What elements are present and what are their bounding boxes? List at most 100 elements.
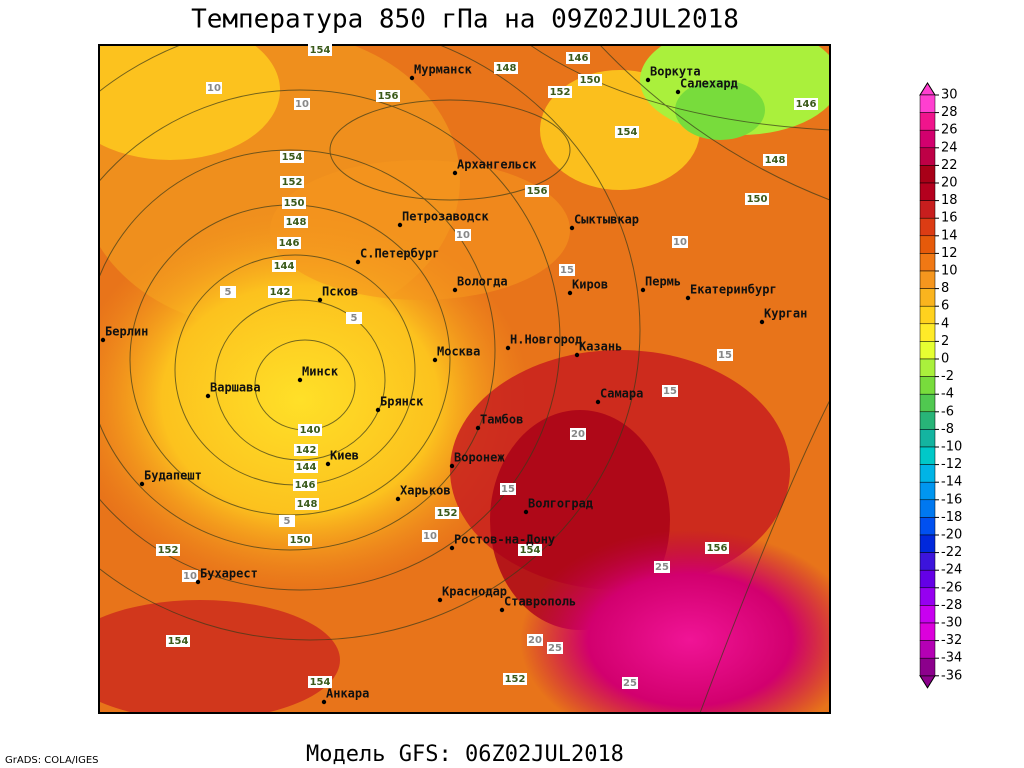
footer: Модель GFS: 06Z02JUL2018	[306, 742, 624, 767]
colorbar-label: 8	[941, 281, 949, 296]
city-label: Самара	[600, 387, 643, 401]
colorbar-label: -8	[941, 422, 954, 437]
contour-label-box	[494, 62, 518, 74]
city-label: Москва	[437, 345, 480, 359]
city-label: Мурманск	[414, 63, 473, 77]
colorbar-label: 22	[941, 158, 958, 173]
contour-label-box	[547, 642, 563, 654]
city-label: Ставрополь	[504, 595, 576, 609]
city-label: Минск	[302, 365, 339, 379]
contour-label-box	[308, 676, 332, 688]
city-dot	[675, 89, 681, 95]
colorbar-swatch	[919, 411, 936, 430]
colorbar-label: 6	[941, 299, 949, 314]
contour-label: 152	[550, 87, 571, 98]
city-dot	[475, 425, 481, 431]
colorbar-label: 16	[941, 211, 958, 226]
city-dot	[452, 287, 458, 293]
colorbar-label: -36	[941, 668, 962, 683]
colorbar-swatch	[919, 517, 936, 536]
contour-label: 156	[707, 543, 728, 554]
contour-label-box	[220, 286, 236, 298]
contour-label: 15	[501, 484, 515, 495]
contour-label-box	[578, 74, 602, 86]
contour-label: 154	[168, 636, 189, 647]
colorbar-swatch	[919, 587, 936, 606]
contour-label-box	[308, 44, 332, 56]
colorbar-label: -30	[941, 616, 962, 631]
colorbar-label: -24	[941, 563, 962, 578]
contour-label-box	[280, 151, 304, 163]
contour-label-box	[745, 193, 769, 205]
contour-label-box	[166, 635, 190, 647]
colorbar-label: -20	[941, 528, 962, 543]
colorbar-label: 0	[941, 352, 949, 367]
contour-label: 10	[673, 237, 687, 248]
city-label: Пермь	[645, 275, 681, 289]
contour-label: 5	[284, 516, 291, 527]
contour-label-box	[422, 530, 438, 542]
colorbar-label: 12	[941, 246, 958, 261]
colorbar-swatch	[919, 323, 936, 342]
contour-label-box	[346, 312, 362, 324]
city-label: Воронеж	[454, 451, 505, 465]
city-label: Архангельск	[457, 158, 537, 172]
city-label: Салехард	[680, 77, 738, 91]
contour-label-box	[622, 677, 638, 689]
city-dot	[325, 461, 331, 467]
contour-label-box	[435, 507, 459, 519]
city-dot	[452, 170, 458, 176]
colorbar-label: -28	[941, 598, 962, 613]
colorbar-swatch	[919, 112, 936, 131]
colorbar-swatch	[919, 534, 936, 553]
colorbar-label: 18	[941, 193, 958, 208]
city-label: Анкара	[326, 687, 369, 701]
contour-label-box	[294, 444, 318, 456]
city-label: Н.Новгород	[510, 333, 582, 347]
city-label: Харьков	[400, 484, 451, 498]
colorbar-swatch	[919, 200, 936, 219]
contour-label: 152	[158, 545, 179, 556]
contour-label-box	[272, 260, 296, 272]
city-dot	[355, 259, 361, 265]
city-label: Петрозаводск	[402, 210, 489, 224]
colorbar-swatch	[919, 569, 936, 589]
city-label: Ростов-на-Дону	[454, 533, 555, 547]
contour-label: 25	[548, 643, 562, 654]
colorbar-swatch	[919, 657, 936, 677]
contour-label-box	[293, 479, 317, 491]
map	[99, 45, 830, 713]
city-dot	[499, 607, 505, 613]
colorbar-swatch	[919, 305, 936, 325]
contour-label-box	[548, 86, 572, 98]
contour-label: 146	[796, 99, 817, 110]
contour-label: 146	[295, 480, 316, 491]
colorbar-swatch	[919, 341, 936, 360]
contour-label-box	[206, 82, 222, 94]
contour-label-box	[156, 544, 180, 556]
contour-label: 152	[282, 177, 303, 188]
city-label: Киев	[330, 449, 359, 463]
contour-label-box	[570, 428, 586, 440]
contour-label-box	[527, 634, 543, 646]
colorbar-swatch	[919, 147, 936, 166]
contour-label: 150	[290, 535, 311, 546]
contour-label: 140	[300, 425, 321, 436]
contour-label: 150	[580, 75, 601, 86]
colorbar-label: 14	[941, 228, 958, 243]
contour-label-box	[288, 534, 312, 546]
city-dot	[432, 357, 438, 363]
contour-label: 142	[270, 287, 291, 298]
city-label: Берлин	[105, 325, 148, 339]
contour-label-box	[654, 561, 670, 573]
colorbar-bottom-cap	[919, 675, 936, 689]
city-label: Псков	[322, 285, 358, 299]
city-label: Бухарест	[200, 567, 258, 581]
city-dot	[195, 579, 201, 585]
contour-label: 5	[225, 287, 232, 298]
contour-label: 152	[505, 674, 526, 685]
colorbar-top-cap	[919, 82, 936, 96]
colorbar-label: -18	[941, 510, 962, 525]
colorbar-label: 26	[941, 123, 958, 138]
contour-label-box	[525, 185, 549, 197]
